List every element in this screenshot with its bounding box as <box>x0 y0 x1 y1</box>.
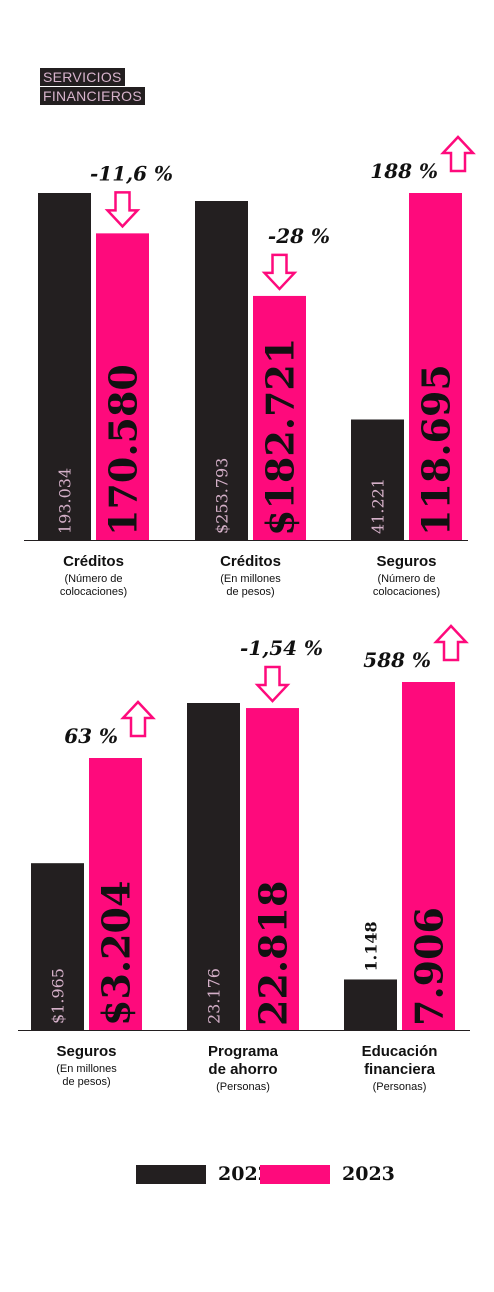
category-subtitle-chart-3-line-2: colocaciones) <box>373 586 440 598</box>
value-label-2022-chart-6: 1.148 <box>362 921 381 971</box>
change-label-chart-1: -11,6 % <box>90 161 173 185</box>
page-title: SERVICIOS FINANCIEROS <box>40 68 145 106</box>
category-subtitle-chart-2-line-1: (En millones <box>220 573 281 585</box>
bar-2023-chart-3 <box>409 193 462 540</box>
legend-item-2022: 2022 <box>136 1160 271 1188</box>
bar-2022-chart-3 <box>351 419 404 540</box>
value-label-2023-chart-1: 170.580 <box>101 364 146 536</box>
category-subtitle-chart-3-line-1: (Número de <box>377 573 435 585</box>
bar-2022-chart-6 <box>344 979 397 1030</box>
value-label-2022-chart-3: 41.221 <box>369 478 388 534</box>
bar-2023-chart-6 <box>402 682 455 1030</box>
value-label-2022-chart-4: $1.965 <box>49 968 68 1024</box>
bar-2023-chart-1 <box>96 233 149 540</box>
category-label-chart-5-line-1: Programa <box>208 1043 279 1060</box>
page-title-line-1: SERVICIOS <box>40 68 125 86</box>
change-label-chart-3: 188 % <box>370 159 438 183</box>
arrow-down-icon-chart-1 <box>104 191 141 229</box>
arrow-up-icon-chart-4 <box>120 700 156 738</box>
category-subtitle-chart-6-line-1: (Personas) <box>373 1081 427 1093</box>
category-label-chart-6-line-1: Educación <box>362 1043 438 1060</box>
category-label-chart-6-line-2: financiera <box>364 1061 436 1078</box>
value-label-2023-chart-4: $3.204 <box>94 881 139 1026</box>
legend-swatch-2022 <box>136 1164 206 1184</box>
page-title-line-2: FINANCIEROS <box>40 87 145 105</box>
category-label-chart-2: Créditos <box>220 553 281 570</box>
legend-item-2023: 2023 <box>260 1160 395 1188</box>
value-label-2023-chart-2: $182.721 <box>258 338 303 536</box>
change-label-chart-2: -28 % <box>268 224 330 248</box>
legend-swatch-2023 <box>260 1164 330 1184</box>
change-label-chart-5: -1,54 % <box>240 636 323 660</box>
legend-label-2022: 2022 <box>218 1163 271 1185</box>
category-label-chart-4: Seguros <box>56 1043 116 1060</box>
bar-2022-chart-4 <box>31 863 84 1030</box>
bar-2023-chart-4 <box>89 758 142 1030</box>
bar-2022-chart-5 <box>187 703 240 1030</box>
value-label-2022-chart-5: 23.176 <box>205 968 224 1024</box>
change-label-chart-4: 63 % <box>64 724 118 748</box>
category-subtitle-chart-5-line-1: (Personas) <box>216 1081 270 1093</box>
category-subtitle-chart-4-line-1: (En millones <box>56 1063 117 1075</box>
category-label-chart-3: Seguros <box>376 553 436 570</box>
bar-2023-chart-2 <box>253 295 306 540</box>
value-label-2023-chart-5: 22.818 <box>251 881 296 1026</box>
value-label-2023-chart-3: 118.695 <box>414 364 459 536</box>
bar-2022-chart-2 <box>195 201 248 540</box>
legend-label-2023: 2023 <box>342 1163 395 1185</box>
category-label-chart-1: Créditos <box>63 553 124 570</box>
arrow-down-icon-chart-5 <box>254 665 291 703</box>
bar-2022-chart-1 <box>38 193 91 540</box>
arrow-up-icon-chart-3 <box>440 135 476 173</box>
arrow-up-icon-chart-6 <box>433 624 469 662</box>
category-subtitle-chart-2-line-2: de pesos) <box>226 586 274 598</box>
arrow-down-icon-chart-2 <box>261 253 298 291</box>
category-subtitle-chart-1-line-2: colocaciones) <box>60 586 127 598</box>
category-subtitle-chart-4-line-2: de pesos) <box>62 1076 110 1088</box>
value-label-2022-chart-1: 193.034 <box>56 468 75 534</box>
bar-2023-chart-5 <box>246 708 299 1030</box>
category-label-chart-5-line-2: de ahorro <box>208 1061 277 1078</box>
value-label-2022-chart-2: $253.793 <box>213 458 232 534</box>
value-label-2023-chart-6: 7.906 <box>407 907 452 1026</box>
category-subtitle-chart-1-line-1: (Número de <box>64 573 122 585</box>
legend: 2022 2023 <box>0 1160 494 1188</box>
change-label-chart-6: 588 % <box>363 648 431 672</box>
